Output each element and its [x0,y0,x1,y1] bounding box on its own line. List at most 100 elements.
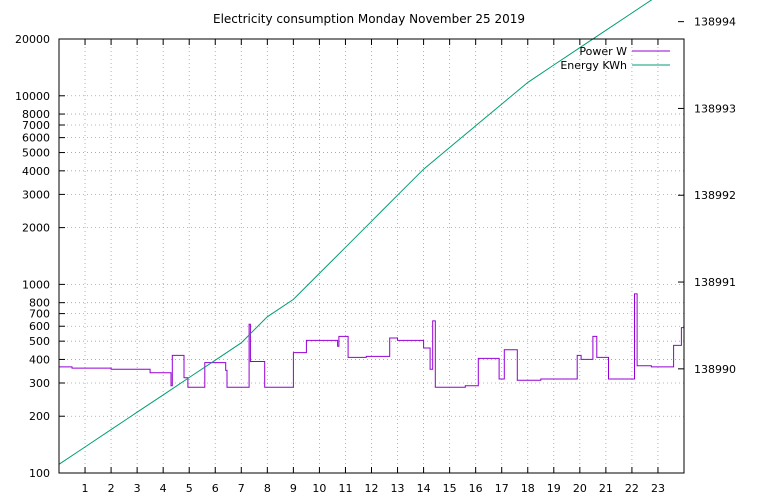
energy-kwh-line [58,0,653,465]
data-point [215,360,216,361]
y-tick-label: 400 [29,353,50,366]
grid [59,38,684,474]
data-point [267,316,268,317]
data-point [172,355,173,356]
data-point [389,337,390,338]
data-point [71,367,72,368]
data-point [337,346,338,347]
x-tick-label: 17 [495,482,509,495]
data-point [449,147,450,148]
data-point [527,82,528,83]
data-point [250,361,251,362]
x-tick-label: 19 [547,482,561,495]
x-tick-label: 7 [238,482,245,495]
data-point [345,247,346,248]
y-tick-label: 2000 [22,222,50,235]
data-point [581,359,582,360]
data-point [423,169,424,170]
data-point [338,336,339,337]
data-point [432,320,433,321]
data-point [189,377,190,378]
data-point [397,340,398,341]
y-tick-label: 10000 [15,90,50,103]
data-point [429,369,430,370]
y2-tick-label: 138994 [694,16,736,29]
x-tick-label: 3 [134,482,141,495]
x-tick-label: 23 [651,482,665,495]
x-tick-label: 20 [573,482,587,495]
y-tick-label: 300 [29,377,50,390]
data-point [577,355,578,356]
y2-tick-label: 138991 [694,276,736,289]
chart-title: Electricity consumption Monday November … [213,12,525,26]
x-tick-label: 22 [625,482,639,495]
x-tick-label: 2 [108,482,115,495]
y-tick-label: 700 [29,308,50,321]
data-point [110,369,111,370]
y2-tick-label: 138990 [694,363,736,376]
data-point [187,387,188,388]
x-tick-label: 1 [82,482,89,495]
data-point [637,365,638,366]
plot-border [58,38,685,474]
y-tick-label: 200 [29,410,50,423]
x-tick-label: 14 [417,482,431,495]
data-point [475,125,476,126]
data-point [110,429,111,430]
y-tick-label: 3000 [22,188,50,201]
data-point [540,378,541,379]
y-tick-label: 500 [29,335,50,348]
data-point [435,387,436,388]
data-point [366,356,367,357]
x-tick-label: 11 [338,482,352,495]
series-layer [58,0,685,465]
data-point [504,349,505,350]
data-point [553,64,554,65]
x-tick-label: 6 [212,482,219,495]
data-point [84,446,85,447]
data-point [465,385,466,386]
data-point [226,387,227,388]
data-point [163,394,164,395]
data-point [264,387,265,388]
data-point [293,299,294,300]
x-tick-label: 12 [365,482,379,495]
y2-tick-label: 138993 [694,102,736,115]
data-point [478,358,479,359]
x-tick-label: 4 [160,482,167,495]
data-point [204,362,205,363]
data-point [634,293,635,294]
data-point [137,412,138,413]
data-point [651,366,652,367]
data-point [681,327,682,328]
y-tick-label: 8000 [22,108,50,121]
data-point [293,352,294,353]
data-point [347,357,348,358]
x-tick-label: 10 [312,482,326,495]
y-tick-label: 5000 [22,147,50,160]
x-tick-label: 21 [599,482,613,495]
data-point [423,347,424,348]
x-tick-label: 15 [443,482,457,495]
x-tick-label: 16 [469,482,483,495]
data-point [499,378,500,379]
x-tick-label: 5 [186,482,193,495]
legend-label: Energy KWh [560,59,627,72]
y-tick-label: 600 [29,320,50,333]
y-tick-label: 6000 [22,132,50,145]
x-tick-label: 9 [290,482,297,495]
data-point [517,380,518,381]
y-tick-label: 4000 [22,165,50,178]
data-point [608,378,609,379]
data-point [501,104,502,105]
data-point [150,372,151,373]
x-tick-label: 13 [391,482,405,495]
data-point [319,273,320,274]
axes: 1 2 3 4 5 6 7 8 9 10 11 12 13 14 15 16 17 18 19 20 21 22 23100… [15,16,736,495]
data-point [371,221,372,222]
x-tick-label: 8 [264,482,271,495]
data-point [183,377,184,378]
y-tick-label: 20000 [15,33,50,46]
